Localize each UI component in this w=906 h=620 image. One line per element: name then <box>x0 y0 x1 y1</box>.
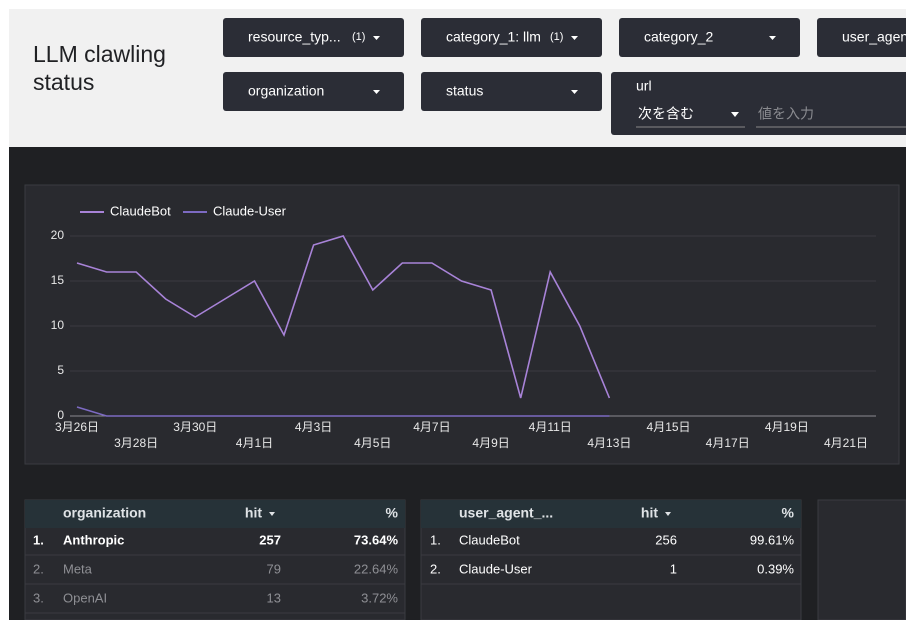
table-cell: 2. <box>430 561 441 576</box>
x-tick-label: 4月1日 <box>236 436 273 450</box>
legend-label: Claude-User <box>213 203 287 218</box>
x-tick-label: 4月17日 <box>706 436 750 450</box>
value-input[interactable]: 値を入力 <box>758 106 814 122</box>
legend-label: ClaudeBot <box>110 203 171 218</box>
series-line <box>76 235 611 399</box>
table-cell: ClaudeBot <box>459 532 520 547</box>
filter-button[interactable] <box>421 18 602 57</box>
x-tick-label: 3月30日 <box>173 420 217 434</box>
table-cell: 1. <box>33 532 44 547</box>
x-tick-label: 4月5日 <box>354 436 391 450</box>
y-tick-label: 10 <box>51 318 65 332</box>
filter-button[interactable] <box>817 18 906 57</box>
filter-label: category_1: llm <box>446 29 541 45</box>
x-tick-label: 4月13日 <box>587 436 631 450</box>
column-header[interactable]: hit <box>641 505 658 521</box>
dropdown-arrow <box>571 36 578 40</box>
table-cell: 3.72% <box>361 590 398 605</box>
table-cell: 99.61% <box>750 532 795 547</box>
table-cell: 22.64% <box>354 561 399 576</box>
table-header <box>25 500 405 528</box>
column-header: % <box>386 505 399 521</box>
filter-label: user_agen <box>842 29 906 45</box>
table-cell: 1. <box>430 532 441 547</box>
y-tick-label: 5 <box>57 363 64 377</box>
table-cell: 1 <box>670 561 677 576</box>
table-cell: Anthropic <box>63 532 124 547</box>
sort-arrow <box>269 512 275 516</box>
x-tick-label: 3月28日 <box>114 436 158 450</box>
table-cell: 257 <box>259 532 281 547</box>
operator[interactable]: 次を含む <box>638 106 694 122</box>
table-panel <box>817 499 906 620</box>
url-label: url <box>636 78 652 94</box>
x-tick-label: 4月9日 <box>472 436 509 450</box>
column-header: user_agent_... <box>459 505 553 521</box>
url-filter[interactable]: url 次を含む 値を入力 <box>611 72 906 135</box>
table-cell: 0.39% <box>757 561 794 576</box>
sort-arrow <box>665 512 671 516</box>
table-cell: OpenAI <box>63 590 107 605</box>
table-header <box>421 500 801 528</box>
dropdown-arrow <box>373 36 380 40</box>
url-box <box>611 72 906 135</box>
table-cell: 73.64% <box>354 532 399 547</box>
filter-label: organization <box>248 83 324 99</box>
x-tick-label: 4月11日 <box>529 420 572 434</box>
dropdown-arrow <box>373 90 380 94</box>
filter-button[interactable] <box>421 72 602 111</box>
title-line1: LLM clawling status <box>33 41 166 95</box>
table-cell: Claude-User <box>459 561 533 576</box>
filter-count: (1) <box>550 31 563 43</box>
table-cell: 256 <box>655 532 677 547</box>
column-header[interactable]: hit <box>245 505 262 521</box>
chart-panel <box>24 184 900 465</box>
x-tick-label: 4月15日 <box>647 420 691 434</box>
filter-button[interactable] <box>619 18 800 57</box>
table-cell: Meta <box>63 561 93 576</box>
x-tick-label: 3月26日 <box>55 420 99 434</box>
table-cell: 79 <box>267 561 281 576</box>
filter-label: resource_typ... <box>248 29 341 45</box>
y-tick-label: 0 <box>57 408 64 422</box>
x-tick-label: 4月19日 <box>765 420 809 434</box>
y-tick-label: 15 <box>51 273 65 287</box>
series-line <box>76 406 610 417</box>
x-tick-label: 4月7日 <box>413 420 450 434</box>
table-cell: 2. <box>33 561 44 576</box>
x-tick-label: 4月3日 <box>295 420 332 434</box>
table-cell: 13 <box>267 590 281 605</box>
dropdown-arrow <box>571 90 578 94</box>
filter-label: category_2 <box>644 29 713 45</box>
filter-button[interactable] <box>223 18 404 57</box>
filter-label: status <box>446 83 483 99</box>
column-header: % <box>782 505 795 521</box>
dropdown-arrow <box>731 112 739 117</box>
filter-count: (1) <box>352 31 365 43</box>
table-cell: 3. <box>33 590 44 605</box>
x-tick-label: 4月21日 <box>824 436 868 450</box>
dropdown-arrow <box>769 36 776 40</box>
column-header: organization <box>63 505 146 521</box>
y-tick-label: 20 <box>51 228 65 242</box>
filter-button[interactable] <box>223 72 404 111</box>
